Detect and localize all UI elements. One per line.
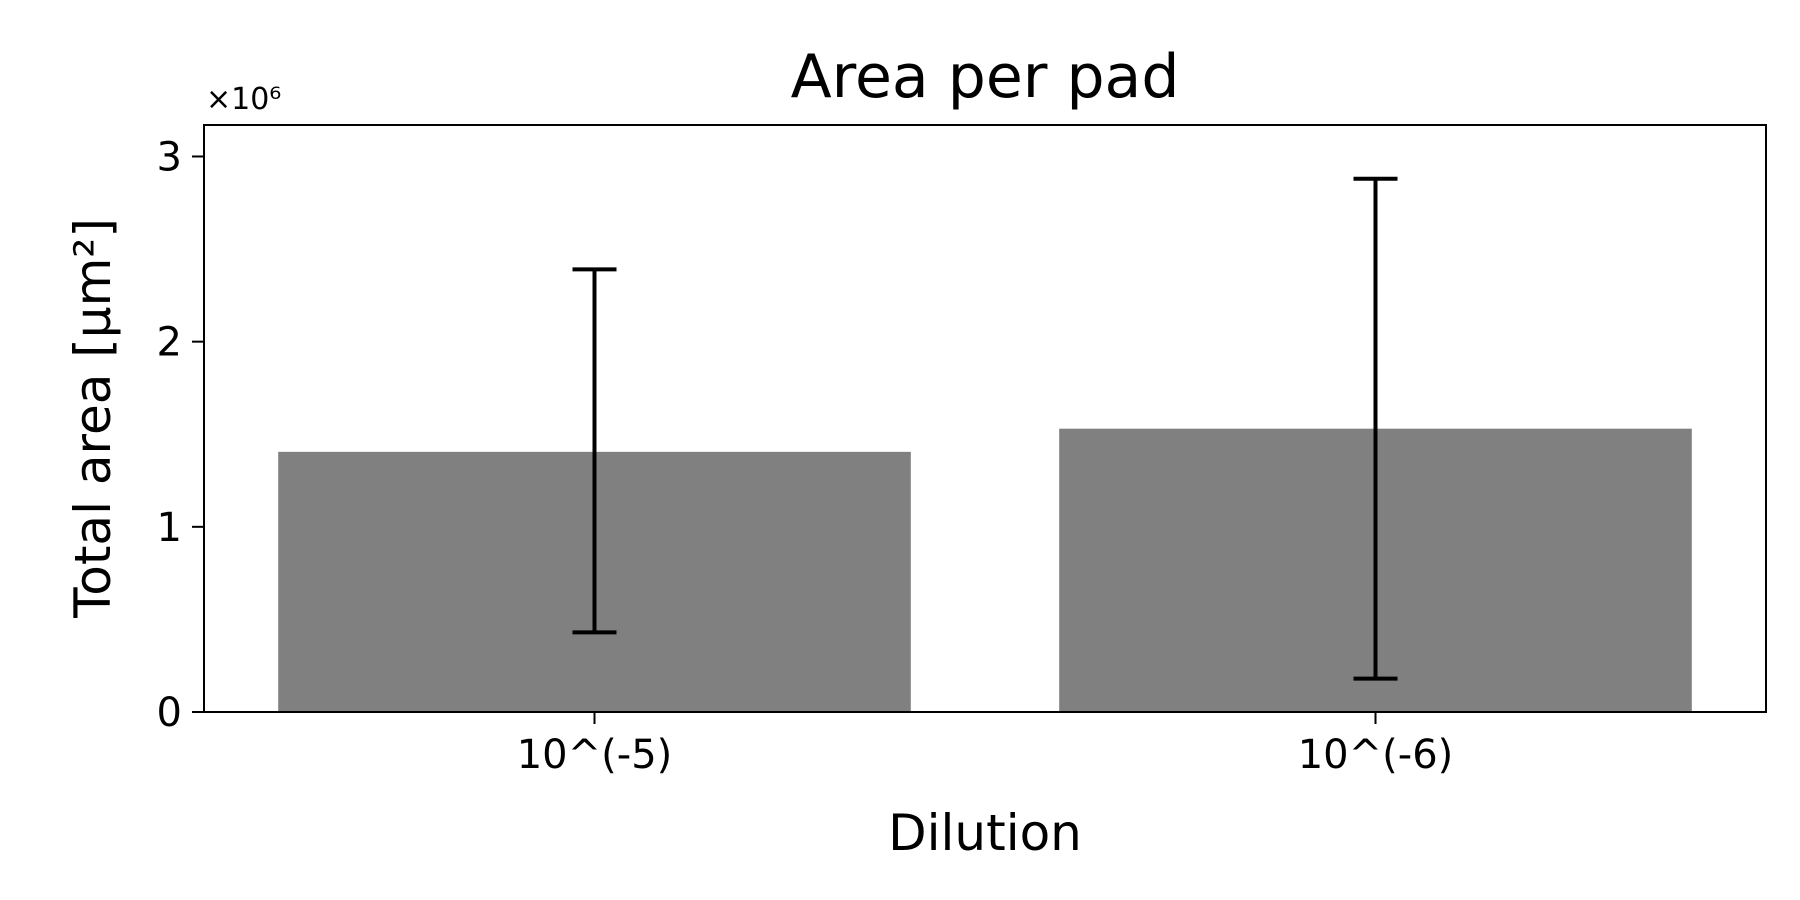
plot-frame [203, 124, 1767, 713]
y-axis-multiplier: ×10⁶ [206, 82, 281, 117]
x-tick-label-0: 10^(-5) [517, 732, 673, 778]
bars [278, 428, 1692, 712]
chart-title: Area per pad [791, 42, 1180, 112]
x-axis-ticks: 10^(-5) 10^(-6) [517, 712, 1454, 778]
error-bars [572, 176, 1398, 681]
y-tick-label-0: 0 [157, 690, 182, 736]
y-tick-label-1: 1 [157, 505, 182, 551]
y-axis-label: Total area [μm²] [64, 218, 122, 619]
y-tick-label-3: 3 [157, 134, 182, 180]
y-tick-label-2: 2 [157, 320, 182, 366]
x-tick-label-1: 10^(-6) [1298, 732, 1454, 778]
y-axis-ticks: 0 1 2 3 [157, 134, 204, 736]
x-axis-label: Dilution [888, 804, 1082, 862]
